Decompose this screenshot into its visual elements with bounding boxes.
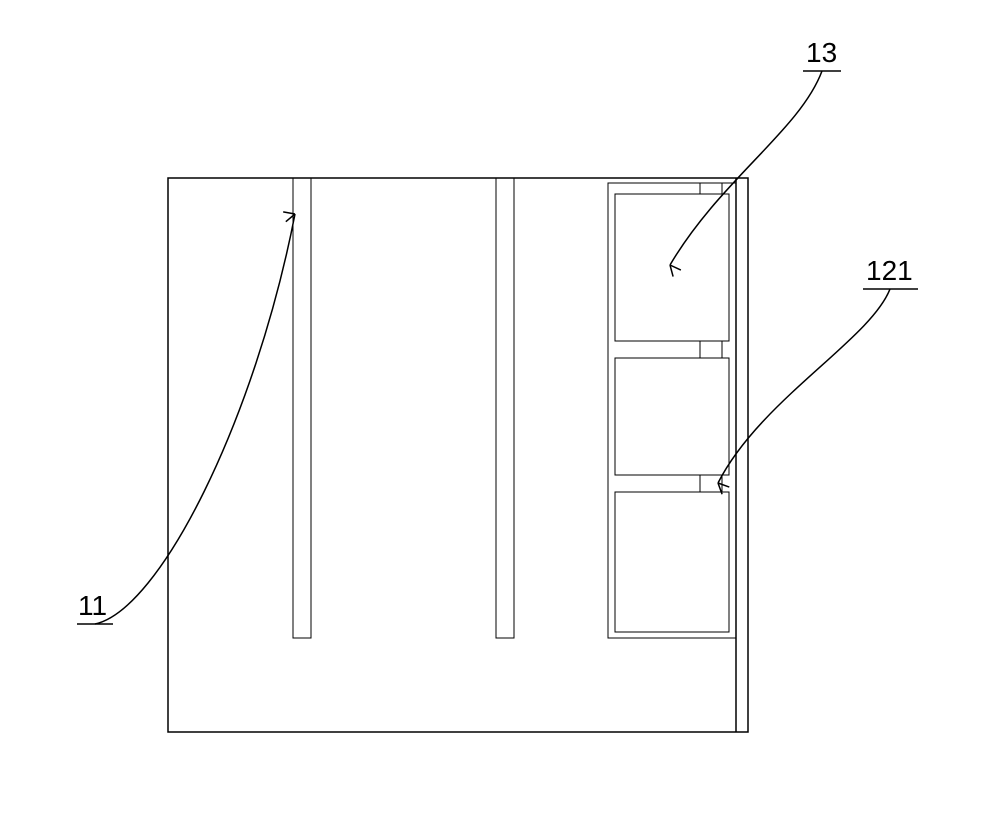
callout-label-121: 121 <box>866 255 913 286</box>
callout-label-11: 11 <box>78 590 107 621</box>
callout-label-13: 13 <box>806 37 837 68</box>
